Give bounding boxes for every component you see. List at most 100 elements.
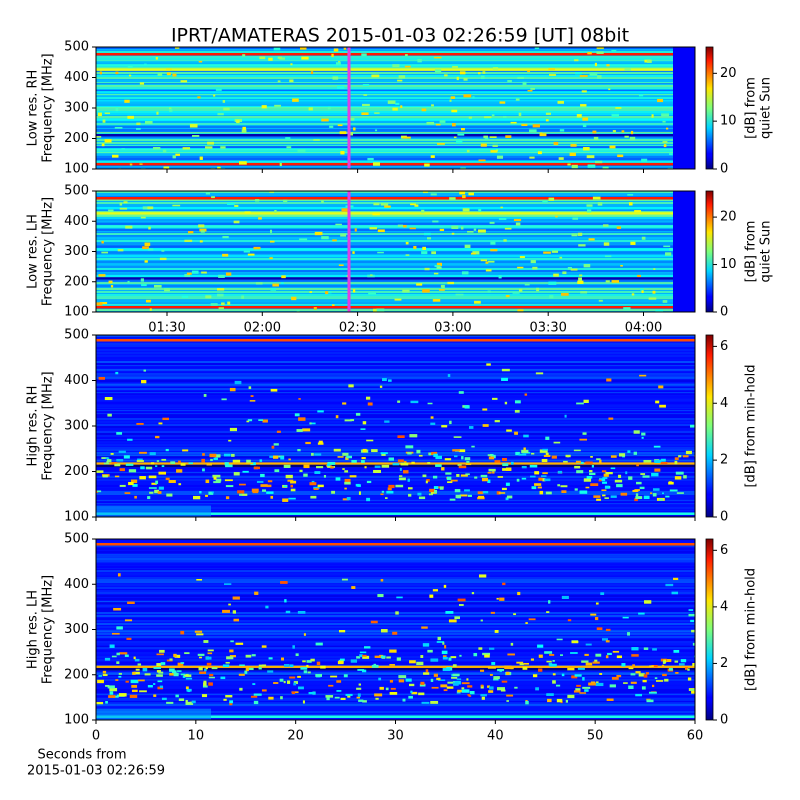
heatmap-speck bbox=[153, 667, 161, 669]
heatmap-speck bbox=[145, 299, 151, 303]
heatmap-stripe bbox=[96, 111, 695, 113]
heatmap-speck bbox=[362, 103, 370, 107]
heatmap-stripe bbox=[96, 70, 695, 72]
heatmap-speck bbox=[456, 474, 460, 477]
heatmap-speck bbox=[648, 691, 657, 694]
heatmap-speck bbox=[481, 477, 489, 482]
heatmap-speck bbox=[652, 488, 660, 491]
heatmap-stripe bbox=[96, 126, 695, 128]
heatmap-speck bbox=[117, 249, 124, 252]
heatmap-speck bbox=[290, 63, 293, 66]
heatmap-speck bbox=[404, 460, 407, 463]
heatmap-stripe bbox=[96, 47, 695, 49]
heatmap-speck bbox=[180, 673, 186, 676]
heatmap-stripe bbox=[96, 142, 695, 144]
heatmap-speck bbox=[652, 648, 657, 651]
heatmap-speck bbox=[348, 384, 354, 388]
heatmap-speck bbox=[422, 191, 428, 194]
heatmap-speck bbox=[546, 660, 552, 663]
heatmap-speck bbox=[202, 453, 205, 456]
heatmap-speck bbox=[270, 240, 275, 243]
heatmap-speck bbox=[261, 645, 267, 648]
heatmap-speck bbox=[205, 667, 208, 670]
heatmap-speck bbox=[599, 478, 606, 482]
heatmap-speck bbox=[203, 640, 209, 643]
heatmap-speck bbox=[595, 602, 599, 605]
colorbar-tick-label: 0 bbox=[720, 510, 728, 525]
heatmap-speck bbox=[547, 698, 552, 703]
heatmap-speck bbox=[588, 238, 595, 241]
heatmap-speck bbox=[492, 144, 498, 147]
x-tick-label: 0 bbox=[92, 729, 100, 744]
heatmap-speck bbox=[211, 196, 215, 199]
heatmap-speck bbox=[199, 228, 207, 232]
heatmap-speck bbox=[260, 473, 265, 478]
heatmap-speck bbox=[664, 659, 672, 663]
heatmap-stripe bbox=[96, 433, 695, 435]
heatmap-stripe bbox=[96, 347, 695, 349]
heatmap-stripe bbox=[96, 153, 695, 155]
heatmap-speck bbox=[461, 687, 465, 690]
heatmap-stripe bbox=[96, 266, 695, 268]
y-tick-label: 100 bbox=[64, 713, 89, 728]
heatmap-speck bbox=[620, 264, 623, 267]
heatmap-speck bbox=[141, 380, 147, 384]
heatmap-speck bbox=[367, 402, 373, 406]
heatmap-speck bbox=[542, 200, 548, 203]
heatmap-speck bbox=[137, 663, 142, 666]
heatmap-speck bbox=[107, 685, 115, 689]
heatmap-speck bbox=[191, 700, 196, 704]
heatmap-stripe bbox=[96, 686, 695, 688]
heatmap-speck bbox=[199, 656, 202, 659]
heatmap-stripe bbox=[96, 659, 695, 661]
heatmap-speck bbox=[357, 484, 361, 487]
heatmap-speck bbox=[213, 476, 217, 480]
heatmap-speck bbox=[338, 630, 346, 633]
heatmap-image bbox=[96, 335, 695, 517]
heatmap-speck bbox=[405, 241, 409, 245]
heatmap-speck bbox=[595, 682, 604, 687]
heatmap-speck bbox=[253, 693, 262, 696]
heatmap-speck bbox=[498, 492, 506, 494]
heatmap-speck bbox=[478, 574, 487, 578]
heatmap-speck bbox=[570, 268, 578, 271]
heatmap-speck bbox=[608, 88, 611, 91]
heatmap-speck bbox=[409, 227, 416, 230]
heatmap-stripe bbox=[96, 377, 695, 379]
heatmap-speck bbox=[180, 463, 186, 466]
heatmap-stripe bbox=[96, 402, 695, 404]
heatmap-stripe bbox=[96, 349, 695, 351]
heatmap-speck bbox=[596, 498, 602, 501]
heatmap-speck bbox=[530, 87, 535, 90]
heatmap-speck bbox=[480, 259, 488, 262]
heatmap-speck bbox=[239, 493, 243, 496]
heatmap-speck bbox=[356, 656, 361, 659]
heatmap-speck bbox=[153, 146, 161, 150]
heatmap-speck bbox=[191, 270, 199, 274]
heatmap-speck bbox=[630, 681, 637, 684]
y-axis-label: Low res. RH bbox=[26, 70, 41, 147]
heatmap-speck bbox=[515, 451, 520, 456]
heatmap-speck bbox=[342, 402, 347, 405]
heatmap-speck bbox=[405, 678, 412, 682]
heatmap-speck bbox=[130, 679, 139, 684]
heatmap-speck bbox=[453, 436, 462, 438]
heatmap-speck bbox=[388, 457, 395, 461]
heatmap-speck bbox=[247, 253, 255, 256]
heatmap-stripe bbox=[96, 229, 695, 231]
heatmap-stripe bbox=[96, 598, 695, 600]
heatmap-speck bbox=[420, 655, 424, 659]
heatmap-speck bbox=[178, 698, 185, 702]
heatmap-stripe bbox=[96, 233, 695, 235]
heatmap-speck bbox=[423, 232, 431, 236]
y-tick-label: 100 bbox=[64, 510, 89, 525]
heatmap-speck bbox=[379, 385, 383, 388]
heatmap-speck bbox=[478, 647, 483, 650]
heatmap-speck bbox=[310, 495, 317, 499]
heatmap-speck bbox=[151, 482, 157, 485]
heatmap-stripe bbox=[96, 618, 695, 620]
heatmap-stripe bbox=[96, 581, 695, 583]
heatmap-speck bbox=[380, 655, 386, 659]
heatmap-speck bbox=[373, 663, 377, 667]
heatmap-gap bbox=[673, 191, 695, 312]
